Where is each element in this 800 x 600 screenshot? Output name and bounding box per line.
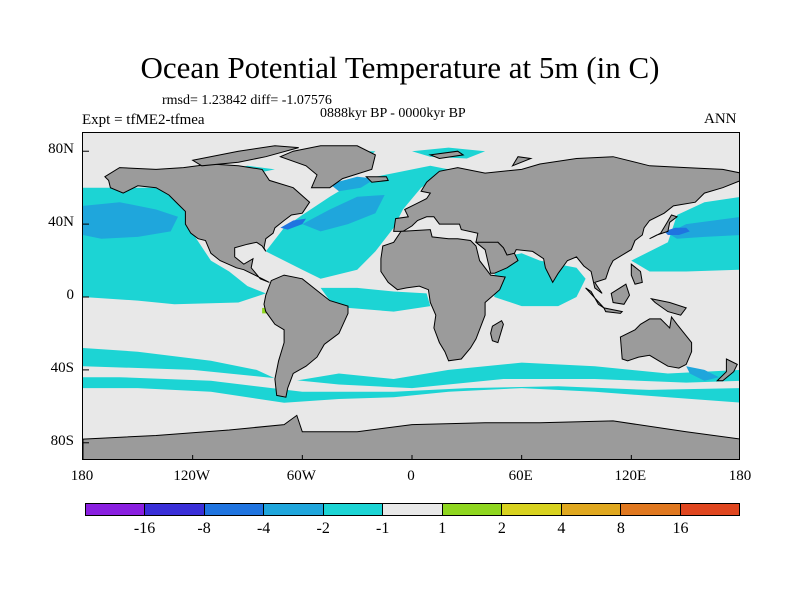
north-america xyxy=(104,163,311,283)
lat-tick-label: 80S xyxy=(50,432,74,449)
lat-tick-label: 40N xyxy=(48,214,74,231)
greenland xyxy=(279,145,376,189)
lat-tick-label: 0 xyxy=(66,287,75,303)
maritime-islands-5 xyxy=(649,297,688,316)
plot-title: Ocean Potential Temperature at 5m (in C) xyxy=(140,50,660,85)
southern-ocean-cool-band xyxy=(83,348,739,403)
colorbar xyxy=(85,503,740,516)
rmsd-diff-stats: rmsd= 1.23842 diff= -1.07576 xyxy=(162,93,332,108)
lat-tick-label: 40S xyxy=(50,359,74,376)
lon-tick-label: 120E xyxy=(614,468,647,484)
arctic-islands-4 xyxy=(511,156,533,167)
arctic-islands-2 xyxy=(365,176,389,183)
experiment-label: Expt = tfME2-tfmea xyxy=(82,112,205,128)
colorbar-swatch xyxy=(264,504,324,515)
lon-tick-label: 0 xyxy=(407,468,415,484)
south-america xyxy=(263,274,349,398)
north-atlantic-cooler-2 xyxy=(329,176,376,192)
new-zealand xyxy=(715,358,738,382)
gulf-stream-coolest xyxy=(280,218,306,230)
lon-tick-label: 60E xyxy=(508,468,533,484)
lat-tick-label: 80N xyxy=(48,141,74,158)
lon-tick-label: 120W xyxy=(173,468,210,484)
madagascar xyxy=(490,319,504,344)
australia xyxy=(619,315,693,369)
colorbar-label: -16 xyxy=(133,520,156,537)
tasman-cooler xyxy=(686,366,720,381)
kuroshio-coolest xyxy=(664,227,690,235)
maritime-islands-4 xyxy=(630,263,643,285)
colorbar-swatch xyxy=(383,504,443,515)
colorbar-swatch xyxy=(86,504,146,515)
eurasia xyxy=(393,156,739,294)
colorbar-label: -8 xyxy=(197,520,211,537)
africa xyxy=(380,229,506,362)
colorbar-label: 4 xyxy=(557,520,566,537)
colorbar-swatch xyxy=(323,504,384,515)
colorbar-label: -2 xyxy=(316,520,330,537)
colorbar-label: 1 xyxy=(438,520,447,537)
colorbar-label: 16 xyxy=(672,520,689,537)
colorbar-swatch xyxy=(204,504,265,515)
arabia-and-asia-minor xyxy=(474,241,519,274)
colorbar-swatch xyxy=(621,504,681,515)
colorbar-label: 8 xyxy=(616,520,625,537)
north-pacific-cooler-1 xyxy=(83,202,178,239)
season-label: ANN xyxy=(704,111,737,127)
time-period-label: 0888kyr BP - 0000kyr BP xyxy=(320,106,466,121)
maritime-islands-3 xyxy=(610,283,631,305)
map-panel xyxy=(82,132,740,460)
colorbar-swatch xyxy=(680,504,739,515)
lon-tick-label: 180 xyxy=(728,468,752,484)
north-atlantic-cooler-1 xyxy=(302,195,385,232)
colorbar-label: -1 xyxy=(376,520,390,537)
colorbar-label: -4 xyxy=(256,520,271,537)
lon-tick-label: 60W xyxy=(286,468,316,484)
antarctica xyxy=(83,414,739,459)
colorbar-swatch xyxy=(502,504,562,515)
arctic-islands-3 xyxy=(428,150,465,160)
world-map-svg xyxy=(83,133,739,459)
maritime-islands-2 xyxy=(603,307,624,314)
colorbar-swatch xyxy=(561,504,622,515)
north-atlantic-cool xyxy=(265,165,449,279)
maritime-islands-6 xyxy=(649,214,679,240)
north-pacific-cooler-2 xyxy=(667,217,739,239)
colorbar-swatch xyxy=(442,504,503,515)
maritime-islands-1 xyxy=(585,287,605,309)
colorbar-swatch xyxy=(145,504,205,515)
arctic-islands-1 xyxy=(191,145,299,167)
lon-tick-label: 180 xyxy=(70,468,94,484)
colorbar-label: 2 xyxy=(497,520,506,537)
southern-neutral-strip xyxy=(83,366,739,392)
